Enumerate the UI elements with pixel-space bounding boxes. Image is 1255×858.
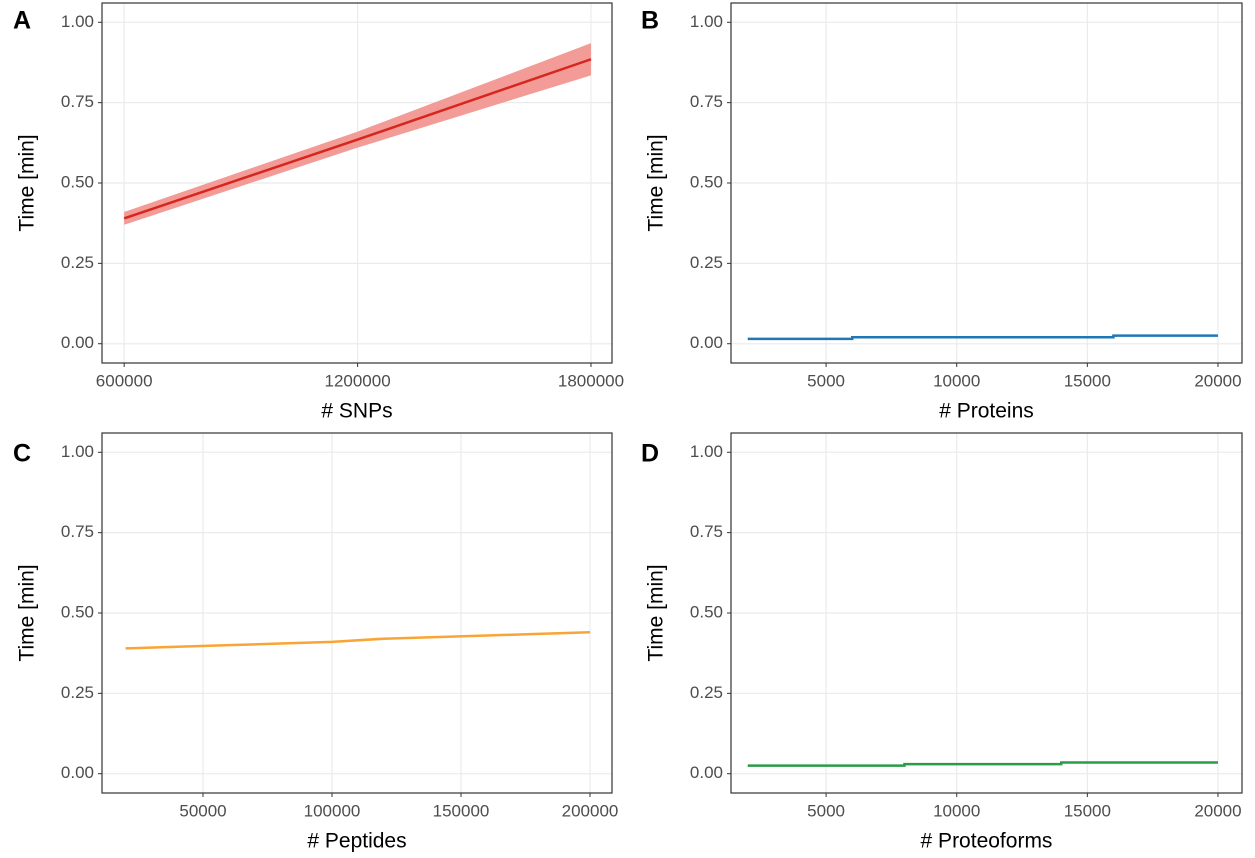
line [123,58,592,220]
x-axis-label: # Proteoforms [921,830,1053,853]
y-tick-label: 0.75 [61,92,94,111]
y-tick-label: 0.75 [61,522,94,541]
y-tick-label: 0.25 [61,253,94,272]
y-axis-label: Time [min] [645,134,668,231]
x-axis-label: # Proteins [939,400,1034,423]
line [747,334,1218,341]
y-tick-label: 0.50 [61,602,94,621]
y-tick-label: 0.00 [690,763,723,782]
y-tick-label: 0.75 [690,92,723,111]
x-tick-label: 150000 [433,801,490,820]
line [747,761,1218,767]
y-tick-label: 0.00 [61,333,94,352]
y-tick-label: 1.00 [61,442,94,461]
x-tick-label: 5000 [807,801,845,820]
y-tick-label: 0.25 [690,683,723,702]
plot-border [730,2,1243,364]
line [125,631,591,650]
panel-label: A [13,7,31,35]
x-tick-label: 10000 [933,371,980,390]
y-axis-label: Time [min] [16,564,39,661]
y-tick-label: 0.25 [690,253,723,272]
x-tick-label: 600000 [96,371,153,390]
y-axis-label: Time [min] [645,564,668,661]
plot-border [101,432,613,794]
panel-label: C [13,440,31,468]
y-tick-label: 1.00 [690,12,723,31]
y-tick-label: 0.00 [61,763,94,782]
x-axis-label: # Peptides [307,830,406,853]
x-tick-label: 20000 [1194,801,1241,820]
panel-label: B [641,7,659,35]
x-tick-label: 1200000 [324,371,390,390]
y-tick-label: 0.50 [690,602,723,621]
x-axis-label: # SNPs [321,400,392,423]
x-tick-label: 200000 [562,801,619,820]
x-tick-label: 15000 [1064,371,1111,390]
x-tick-label: 100000 [304,801,361,820]
y-axis-label: Time [min] [16,134,39,231]
y-tick-label: 0.50 [690,172,723,191]
y-tick-label: 0.75 [690,522,723,541]
y-tick-label: 0.50 [61,172,94,191]
y-tick-label: 1.00 [690,442,723,461]
x-tick-label: 20000 [1194,371,1241,390]
plot-border [101,2,613,364]
y-tick-label: 1.00 [61,12,94,31]
plot-border [730,432,1243,794]
x-tick-label: 5000 [807,371,845,390]
y-tick-label: 0.00 [690,333,723,352]
x-tick-label: 15000 [1064,801,1111,820]
y-tick-label: 0.25 [61,683,94,702]
x-tick-label: 50000 [179,801,226,820]
x-tick-label: 1800000 [558,371,624,390]
panel-label: D [641,440,659,468]
x-tick-label: 10000 [933,801,980,820]
